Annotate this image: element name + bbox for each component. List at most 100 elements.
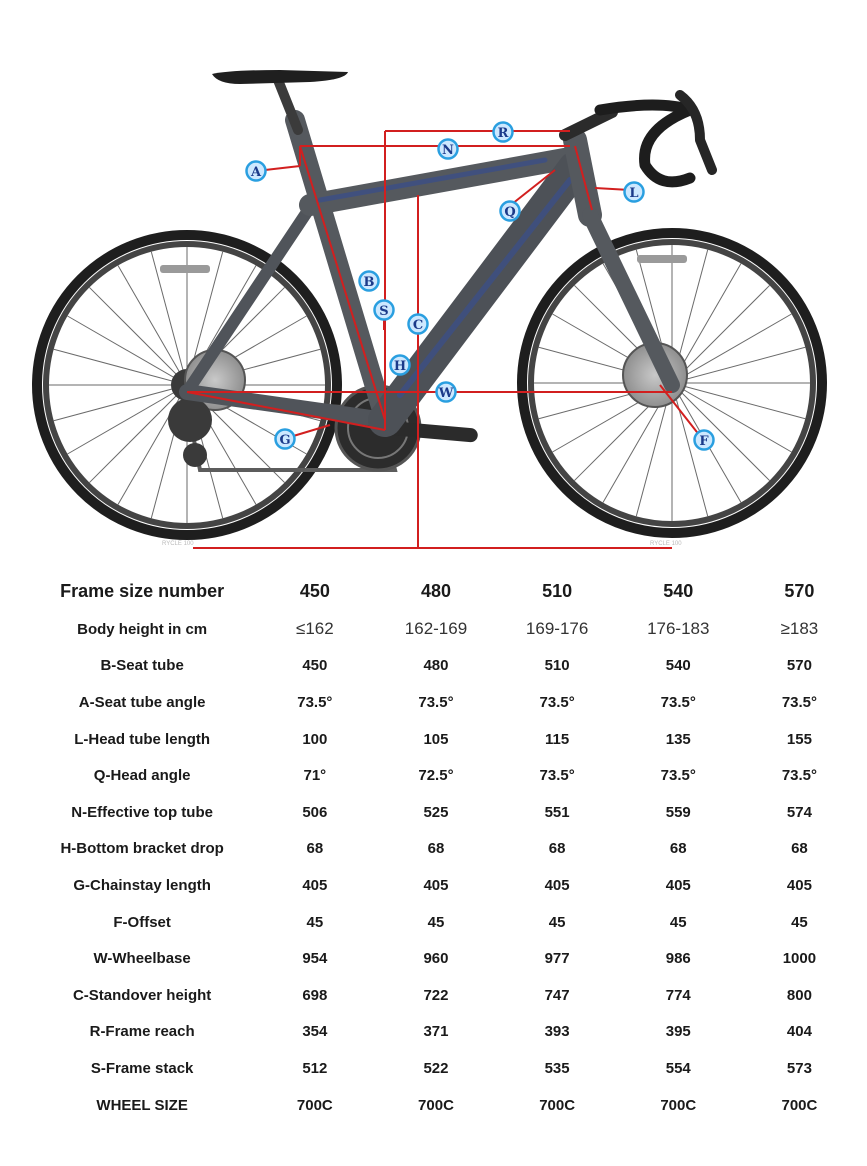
table-row: WHEEL SIZE 700C 700C 700C 700C 700C [30, 1087, 860, 1124]
svg-text:A: A [250, 165, 262, 180]
row-label: A-Seat tube angle [78, 693, 206, 711]
svg-text:W: W [438, 386, 454, 401]
row-label: C-Standover height [72, 986, 212, 1004]
table-header-row: Frame size number 450 480 510 540 570 [30, 571, 860, 611]
svg-text:L: L [629, 186, 638, 201]
row-value: 395 [665, 1023, 691, 1041]
row-value: 954 [302, 950, 328, 968]
svg-text:Q: Q [504, 205, 515, 220]
row-value: 73.5° [418, 693, 454, 711]
row-value: 404 [786, 1023, 812, 1041]
row-value: 800 [786, 986, 812, 1004]
table-row: B-Seat tube 450 480 510 540 570 [30, 648, 860, 685]
row-value: 700C [660, 1096, 697, 1114]
svg-text:G: G [279, 433, 290, 448]
table-row: C-Standover height 698 722 747 774 800 [30, 977, 860, 1014]
row-value: 405 [665, 876, 691, 894]
row-value: 105 [423, 730, 449, 748]
badge-R: R [492, 121, 514, 143]
row-value: 506 [302, 803, 328, 821]
svg-text:C: C [413, 318, 423, 333]
svg-text:S: S [379, 304, 388, 319]
row-value: 405 [544, 876, 570, 894]
svg-text:H: H [394, 359, 406, 374]
table-row: N-Effective top tube 506 525 551 559 574 [30, 794, 860, 831]
spoke [671, 346, 806, 384]
row-label: L-Head tube length [74, 730, 211, 748]
spoke [671, 382, 806, 420]
spoke [67, 315, 188, 386]
row-value: 700C [539, 1096, 576, 1114]
row-label: B-Seat tube [100, 657, 184, 675]
row-value: 68 [306, 840, 324, 858]
row-value: 72.5° [418, 767, 454, 785]
row-value: 450 [302, 657, 328, 675]
row-label: Body height in cm [77, 620, 208, 638]
badge-S: S [373, 299, 395, 321]
svg-text:N: N [442, 143, 454, 158]
row-value: 525 [423, 803, 449, 821]
spoke [53, 348, 188, 386]
row-value: 700C [418, 1096, 454, 1114]
badge-L: L [623, 181, 645, 203]
row-value: 554 [665, 1059, 691, 1077]
row-label: R-Frame reach [89, 1023, 195, 1041]
row-value: 570 [786, 657, 812, 675]
row-value: 73.5° [781, 767, 818, 785]
row-value: 354 [302, 1023, 328, 1041]
bike-geometry-figure: RYCLE 100 RYCLE 100 [32, 70, 827, 549]
table-row: Q-Head angle 71° 72.5° 73.5° 73.5° 73.5° [30, 757, 860, 794]
row-value: 45 [306, 913, 324, 931]
row-label: WHEEL SIZE [96, 1096, 188, 1114]
row-value: 73.5° [539, 693, 575, 711]
row-value: 977 [544, 950, 570, 968]
row-label: Q-Head angle [93, 767, 191, 785]
row-value: 162-169 [404, 619, 468, 639]
spoke [671, 313, 792, 384]
row-value: 45 [791, 913, 808, 931]
row-value: 169-176 [525, 619, 589, 639]
row-value: 480 [423, 657, 449, 675]
badge-W: W [435, 381, 457, 403]
row-label: N-Effective top tube [71, 803, 213, 821]
row-value: 405 [423, 876, 449, 894]
row-value: 393 [544, 1023, 570, 1041]
row-value: 722 [423, 986, 449, 1004]
row-value: 512 [302, 1059, 328, 1077]
badge-B: B [358, 270, 380, 292]
spoke [671, 285, 770, 384]
table-row: L-Head tube length 100 105 115 135 155 [30, 721, 860, 758]
row-value: 960 [423, 950, 449, 968]
table-row: F-Offset 45 45 45 45 45 [30, 904, 860, 941]
badge-G: G [274, 428, 296, 450]
spoke [67, 384, 188, 455]
spoke [89, 384, 188, 483]
table-row: A-Seat tube angle 73.5° 73.5° 73.5° 73.5° 73.… [30, 684, 860, 721]
row-value: 698 [302, 986, 328, 1004]
row-label: W-Wheelbase [93, 950, 191, 968]
badge-F: F [693, 429, 715, 451]
table-row: G-Chainstay length 405 405 405 405 405 [30, 867, 860, 904]
row-value: 371 [423, 1023, 449, 1041]
row-value: 73.5° [781, 693, 818, 711]
badge-H: H [389, 354, 411, 376]
row-value: 405 [786, 876, 812, 894]
row-value: 176-183 [647, 619, 710, 639]
svg-text:B: B [364, 275, 375, 290]
row-value: 700C [296, 1096, 333, 1114]
row-value: 115 [545, 730, 570, 748]
spoke [671, 382, 770, 481]
row-value: 559 [665, 803, 691, 821]
row-value: 540 [665, 657, 691, 675]
row-value: 68 [427, 840, 445, 858]
row-value: 155 [786, 730, 812, 748]
spoke [117, 265, 188, 386]
row-value: 986 [665, 950, 691, 968]
row-value: 551 [544, 803, 570, 821]
row-value: 45 [548, 913, 566, 931]
row-value: 700C [781, 1096, 818, 1114]
table-row: R-Frame reach 354 371 393 395 404 [30, 1014, 860, 1051]
header-size: 510 [542, 580, 573, 601]
badge-C: C [407, 313, 429, 335]
bike-frame [179, 70, 717, 437]
